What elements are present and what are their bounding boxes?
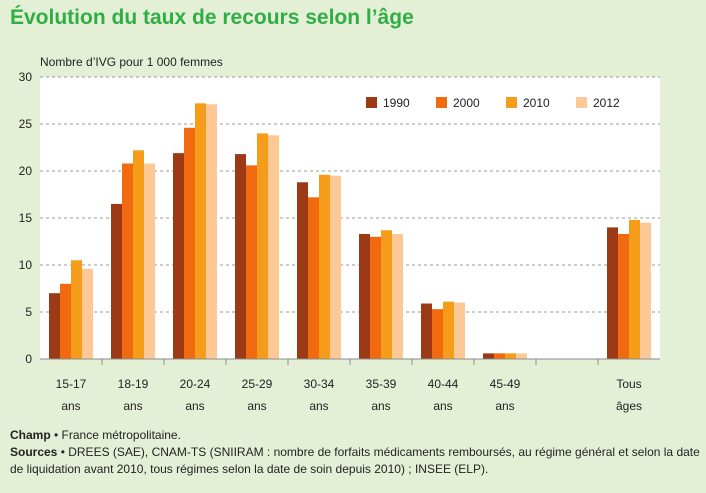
bar-2010-30-34 [319, 174, 330, 359]
bar-2000-25-29 [246, 165, 257, 359]
x-tick-label: 25-29 [242, 377, 273, 391]
bar-1990-18-19 [111, 203, 122, 359]
bar-2010-40-44 [443, 301, 454, 359]
champ-note: Champ • France métropolitaine. [10, 427, 700, 444]
bar-1990-35-39 [359, 233, 370, 359]
sources-label: Sources [10, 445, 58, 459]
bar-chart: Nombre d’IVG pour 1 000 femmes 0 5 10 15 20 2… [19, 55, 660, 413]
bar-2010-35-39 [381, 230, 392, 359]
bar-2010-tous [629, 219, 640, 359]
bar-2012-30-34 [330, 175, 341, 359]
x-tick-label-line2: ans [371, 399, 390, 413]
y-tick-label: 0 [25, 352, 32, 366]
x-tick-label-line2: ans [495, 399, 514, 413]
sources-note: Sources • DREES (SAE), CNAM-TS (SNIIRAM … [10, 444, 700, 478]
bar-2000-20-24 [184, 127, 195, 359]
x-tick-label-line2: ans [247, 399, 266, 413]
legend-swatch-1990 [366, 97, 377, 108]
x-tick-label-line2: ans [123, 399, 142, 413]
bar-2012-45-49 [516, 353, 527, 359]
legend-label-2012: 2012 [593, 96, 620, 110]
bar-1990-25-29 [235, 154, 246, 359]
bar-2010-25-29 [257, 133, 268, 359]
bar-1990-tous [607, 227, 618, 359]
bar-2012-25-29 [268, 135, 279, 359]
x-tick-label-line2: ans [185, 399, 204, 413]
legend-label-2000: 2000 [453, 96, 480, 110]
bar-2012-18-19 [144, 163, 155, 359]
x-tick-label-line2: ans [433, 399, 452, 413]
bar-2010-20-24 [195, 103, 206, 359]
y-tick-label: 30 [19, 70, 33, 84]
bar-1990-15-17 [49, 293, 60, 359]
bar-2000-tous [618, 233, 629, 359]
legend-swatch-2000 [436, 97, 447, 108]
bar-2000-15-17 [60, 283, 71, 359]
bar-2010-45-49 [505, 353, 516, 359]
x-tick-label: 45-49 [490, 377, 521, 391]
x-tick-label: 18-19 [118, 377, 149, 391]
y-tick-label: 5 [25, 305, 32, 319]
bar-2000-18-19 [122, 163, 133, 359]
bar-2012-35-39 [392, 233, 403, 359]
x-tick-label: 40-44 [428, 377, 459, 391]
bar-1990-45-49 [483, 353, 494, 359]
bar-2012-tous [640, 222, 651, 359]
y-tick-label: 15 [19, 211, 33, 225]
legend-label-2010: 2010 [523, 96, 550, 110]
y-axis-ticks: 0 5 10 15 20 25 30 [19, 70, 33, 366]
champ-label: Champ [10, 428, 51, 442]
bar-1990-20-24 [173, 153, 184, 359]
bars [49, 103, 651, 359]
chart-title: Évolution du taux de recours selon l’âge [10, 6, 414, 29]
legend-swatch-2010 [506, 97, 517, 108]
legend-swatch-2012 [576, 97, 587, 108]
bar-2000-45-49 [494, 353, 505, 359]
legend: 1990 2000 2010 2012 [366, 96, 620, 110]
y-tick-label: 25 [19, 117, 33, 131]
footnotes: Champ • France métropolitaine. Sources •… [10, 427, 700, 478]
champ-text: • France métropolitaine. [50, 428, 181, 442]
x-tick-label-line2: ans [309, 399, 328, 413]
bar-1990-40-44 [421, 303, 432, 359]
bar-2000-30-34 [308, 197, 319, 359]
x-tick-label: 35-39 [366, 377, 397, 391]
bar-2000-40-44 [432, 309, 443, 359]
y-tick-label: 10 [19, 258, 33, 272]
bar-2012-40-44 [454, 302, 465, 359]
bar-2010-15-17 [71, 260, 82, 359]
bar-2010-18-19 [133, 150, 144, 359]
bar-2000-35-39 [370, 236, 381, 359]
x-axis-ticks: 15-17 ans 18-19 ans 20-24 ans 25-29 ans 30-34 ans… [56, 359, 642, 413]
x-tick-label: 15-17 [56, 377, 87, 391]
y-axis-label: Nombre d’IVG pour 1 000 femmes [40, 55, 223, 69]
bar-2012-15-17 [82, 268, 93, 359]
sources-text: • DREES (SAE), CNAM-TS (SNIIRAM : nombre… [10, 445, 700, 476]
bar-1990-30-34 [297, 182, 308, 359]
bar-2012-20-24 [206, 104, 217, 359]
x-tick-label-line2: âges [616, 399, 642, 413]
legend-label-1990: 1990 [383, 96, 410, 110]
x-tick-label: 30-34 [304, 377, 335, 391]
x-tick-label: Tous [616, 377, 641, 391]
x-tick-label-line2: ans [61, 399, 80, 413]
x-tick-label: 20-24 [180, 377, 211, 391]
y-tick-label: 20 [19, 164, 33, 178]
